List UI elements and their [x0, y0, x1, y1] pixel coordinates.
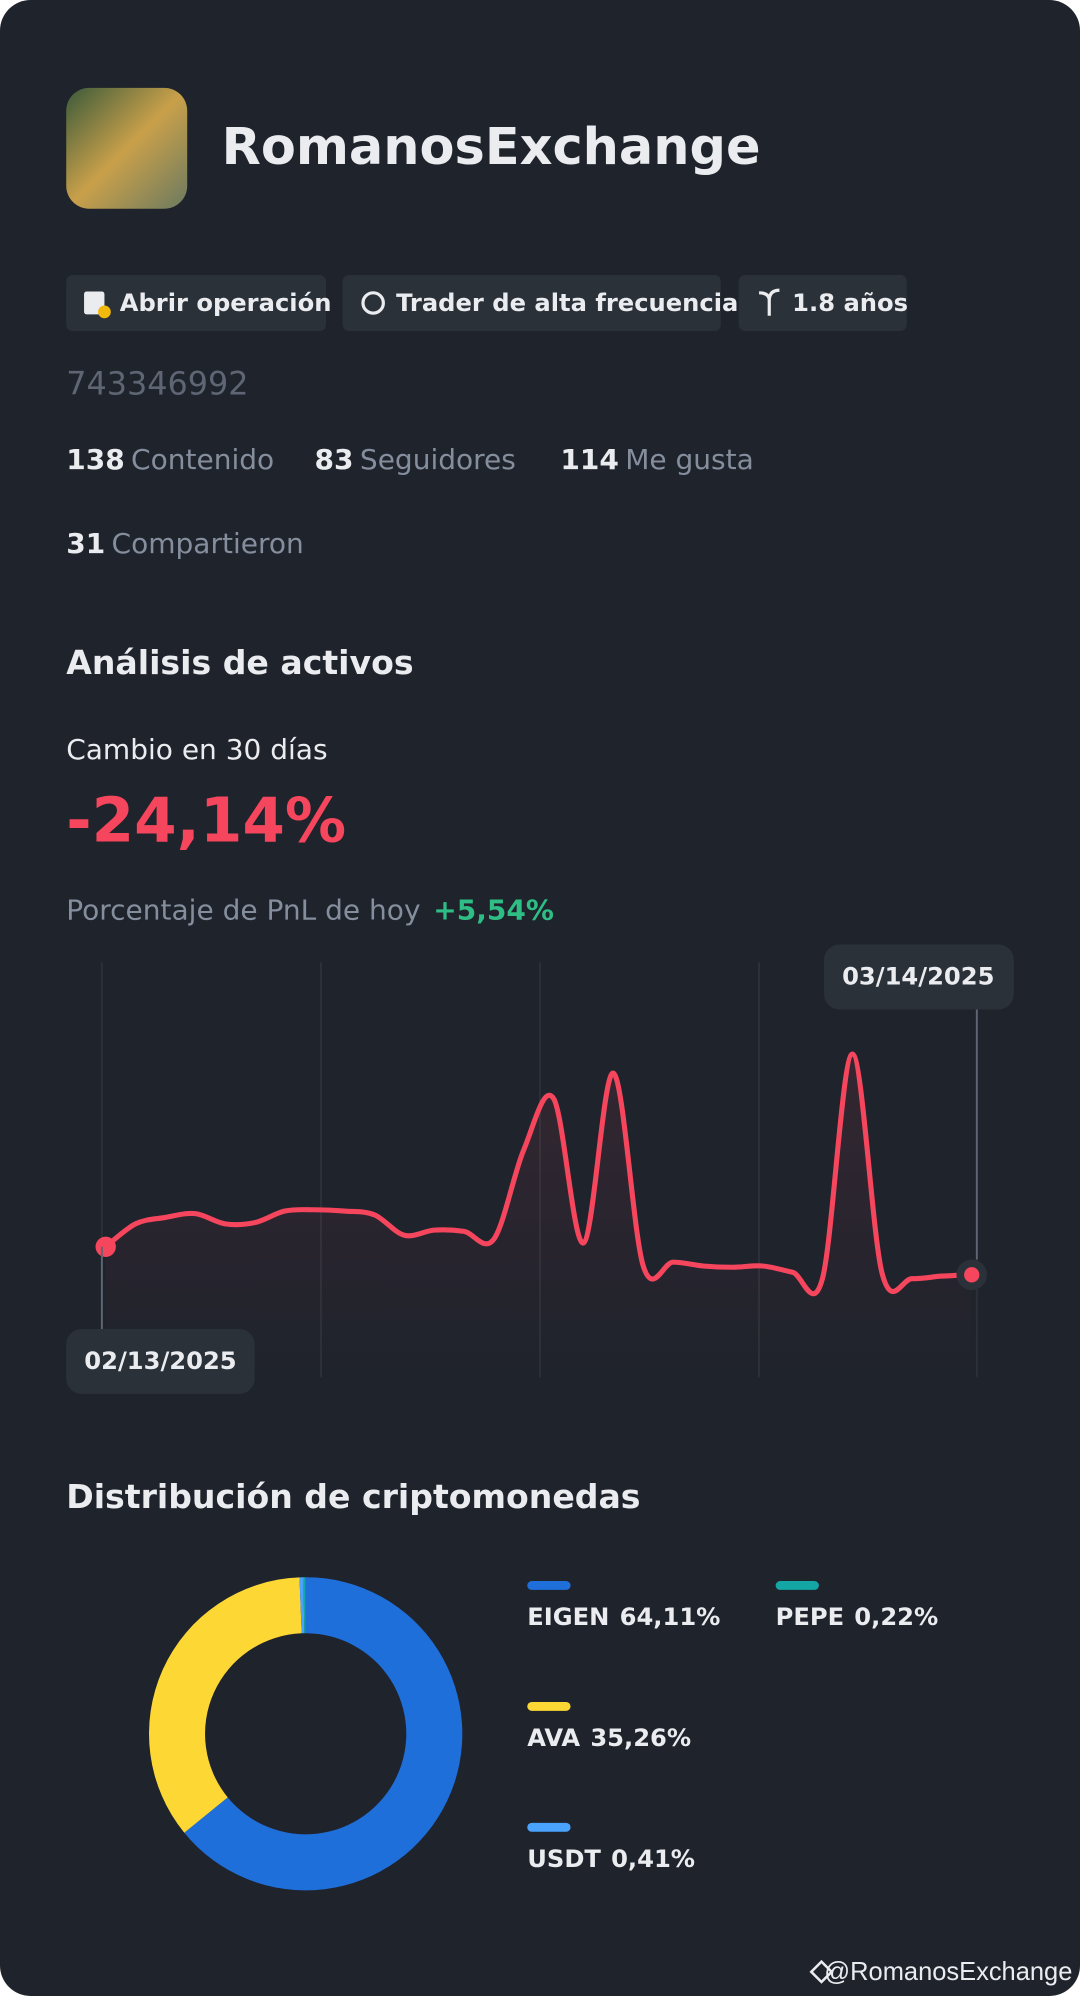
tag: Abrir operación	[66, 274, 332, 331]
user-id: 743346992	[66, 365, 248, 403]
donut-slice	[149, 1577, 302, 1833]
pnl: Porcentaje de PnL de hoy +5,54%	[66, 893, 554, 926]
tag-label: 1.8 años	[792, 289, 908, 317]
donut-slice	[299, 1577, 305, 1634]
tag-label: Abrir operación	[120, 289, 332, 317]
tag-label: Trader de alta frecuencia	[396, 289, 738, 317]
stat: 83 Seguidores	[315, 443, 516, 476]
date-tooltip	[824, 944, 1014, 1010]
legend-swatch	[527, 1701, 571, 1711]
legend-entry: USDT 0,41%	[527, 1845, 695, 1873]
stat-value: 114	[560, 443, 618, 476]
line-area	[105, 1054, 972, 1375]
legend-entry: AVA 35,26%	[527, 1724, 691, 1752]
stat: 114 Me gusta	[560, 443, 753, 476]
legend-name: EIGEN	[527, 1603, 609, 1631]
tag: Trader de alta frecuencia	[342, 274, 738, 331]
section-title: Análisis de activos	[66, 643, 413, 682]
stat-label: Compartieron	[112, 527, 304, 560]
stat: 138 Contenido	[66, 443, 274, 476]
date-label: 03/14/2025	[842, 963, 994, 991]
change-value: -24,14%	[66, 785, 346, 856]
legend-value: 64,11%	[620, 1603, 721, 1631]
stat-label: Me gusta	[625, 443, 754, 476]
stat-value: 83	[315, 443, 354, 476]
legend-value: 0,41%	[611, 1845, 695, 1873]
legend-name: PEPE	[776, 1603, 845, 1631]
date-tooltip	[66, 1328, 255, 1394]
stat-label: Seguidores	[360, 443, 516, 476]
stat: 31 Compartieron	[66, 527, 304, 560]
legend-value: 35,26%	[590, 1724, 691, 1752]
avatar[interactable]	[66, 87, 188, 209]
legend-name: AVA	[527, 1724, 580, 1752]
date-label: 02/13/2025	[84, 1347, 236, 1375]
tag: 1.8 años	[738, 274, 908, 331]
legend-swatch	[775, 1581, 819, 1590]
end-point	[964, 1267, 980, 1283]
pnl-value: +5,54%	[433, 893, 554, 926]
footer-logo	[809, 1959, 834, 1984]
change-label: Cambio en 30 días	[66, 733, 327, 766]
stat-value: 138	[66, 443, 124, 476]
donut-slice	[184, 1577, 463, 1891]
line	[104, 1051, 972, 1297]
section-title: Distribución de criptomonedas	[66, 1477, 640, 1516]
legend-swatch	[527, 1822, 571, 1832]
footer-handle: @RomanosExchange	[824, 1958, 1072, 1986]
legend-name: USDT	[527, 1845, 601, 1873]
start-point	[95, 1236, 116, 1257]
user-name: RomanosExchange	[222, 118, 761, 177]
legend-entry: PEPE 0,22%	[776, 1603, 939, 1631]
stat-value: 31	[66, 527, 105, 560]
pnl-label: Porcentaje de PnL de hoy	[66, 893, 420, 926]
stat-label: Contenido	[131, 443, 274, 476]
legend-value: 0,22%	[854, 1603, 938, 1631]
legend-entry: EIGEN 64,11%	[527, 1603, 720, 1631]
donut-slice	[303, 1577, 306, 1634]
legend-swatch	[527, 1581, 571, 1590]
